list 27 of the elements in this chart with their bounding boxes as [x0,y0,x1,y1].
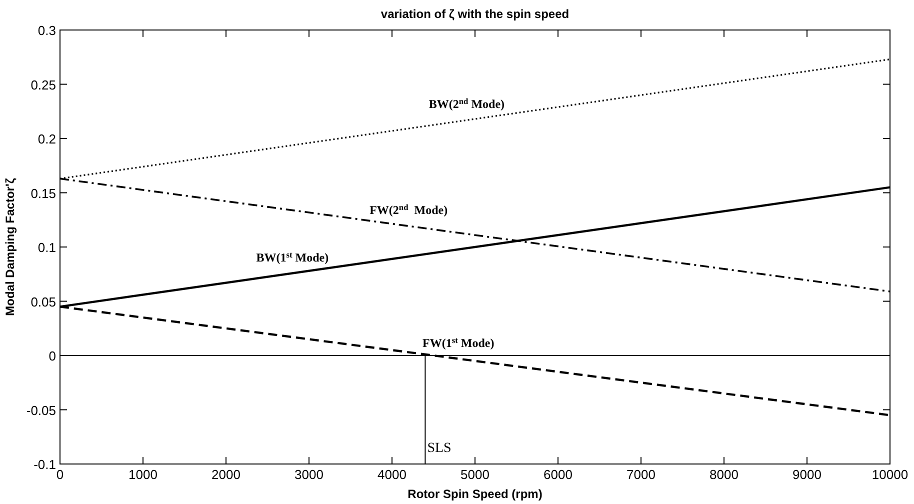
x-tick-label: 8000 [710,467,738,482]
x-tick-label: 5000 [460,467,490,482]
y-tick-label: -0.05 [26,402,56,418]
y-tick-label: 0.15 [30,186,56,201]
ref-line-label: SLS [427,441,452,456]
x-tick-label: 9000 [792,467,822,482]
y-tick-label: 0.25 [30,77,56,92]
x-tick-label: 4000 [378,467,406,482]
x-axis-title: Rotor Spin Speed (rpm) [408,487,542,501]
y-tick-label: 0.3 [38,23,56,38]
x-tick-label: 1000 [128,467,158,482]
y-tick-label: 0.1 [38,240,56,255]
chart-title: variation of ζ with the spin speed [380,7,570,21]
y-tick-label: 0.05 [30,294,56,310]
series-label: FW(2$^{nd}$ Mode) [370,202,448,218]
series-label: FW(1$^{st}$ Mode) [422,335,494,350]
x-tick-label: 7000 [626,467,656,482]
y-tick-label: -0.1 [34,457,56,472]
x-tick-label: 3000 [294,467,324,482]
y-axis-title: Modal Damping Factor'ζ [3,178,17,316]
x-tick-label: 2000 [212,467,240,482]
x-tick-label: 6000 [544,467,572,482]
y-tick-label: 0 [48,348,56,364]
x-tick-label: 10000 [872,467,908,482]
series-label: BW(2$^{nd}$ Mode) [428,96,505,112]
series-label: BW(1$^{st}$ Mode) [256,250,329,264]
y-tick-label: 0.2 [38,132,56,146]
